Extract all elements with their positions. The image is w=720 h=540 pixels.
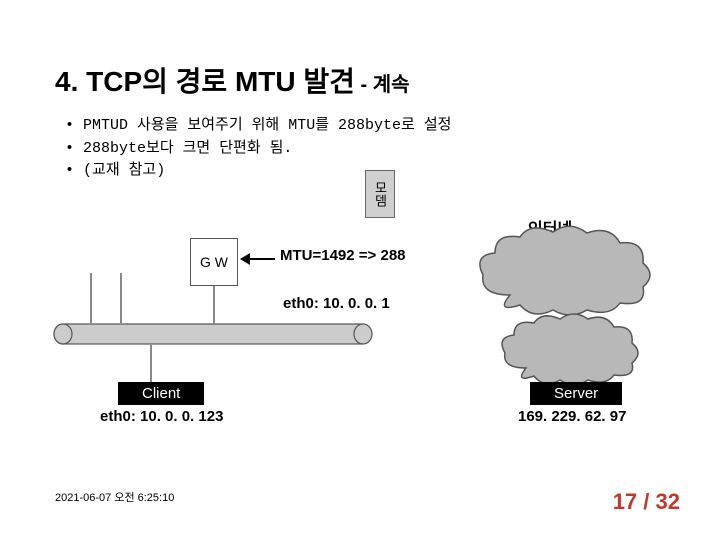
server-node: Server <box>530 382 622 405</box>
client-node: Client <box>118 382 204 405</box>
drop-line <box>90 273 92 323</box>
modem-label: 모뎀 <box>371 181 390 207</box>
title-main: 4. TCP의 경로 MTU 발견 <box>55 66 355 97</box>
ethernet-bus <box>53 323 373 345</box>
server-address: 169. 229. 62. 97 <box>518 408 626 425</box>
gateway-label: G W <box>200 254 228 271</box>
bullet-item: PMTUD 사용을 보여주기 위해 MTU를 288byte로 설정 <box>65 115 451 138</box>
title-separator: - <box>355 74 373 96</box>
drop-line-gw <box>213 286 215 324</box>
page-total: 32 <box>656 489 680 514</box>
client-label: Client <box>142 385 180 402</box>
title-sub: 계속 <box>373 74 410 96</box>
drop-line-client <box>150 345 152 383</box>
timestamp: 2021-06-07 오전 6:25:10 <box>55 489 174 505</box>
client-address: eth0: 10. 0. 0. 123 <box>100 408 223 425</box>
mtu-arrow-head <box>240 253 250 265</box>
bullet-item: 288byte보다 크면 단편화 됨. <box>65 138 451 161</box>
internet-cloud <box>475 225 655 320</box>
drop-line <box>120 273 122 323</box>
server-label: Server <box>554 385 598 402</box>
server-cloud <box>498 313 643 388</box>
slide-title: 4. TCP의 경로 MTU 발견 - 계속 <box>55 60 410 100</box>
page-sep: / <box>637 489 655 514</box>
mtu-label: MTU=1492 => 288 <box>280 247 406 264</box>
page-current: 17 <box>613 489 637 514</box>
page-number: 17 / 32 <box>613 489 680 515</box>
gateway-eth-label: eth0: 10. 0. 0. 1 <box>283 295 390 312</box>
gateway-node: G W <box>190 238 238 286</box>
modem-node: 모뎀 <box>365 170 395 218</box>
